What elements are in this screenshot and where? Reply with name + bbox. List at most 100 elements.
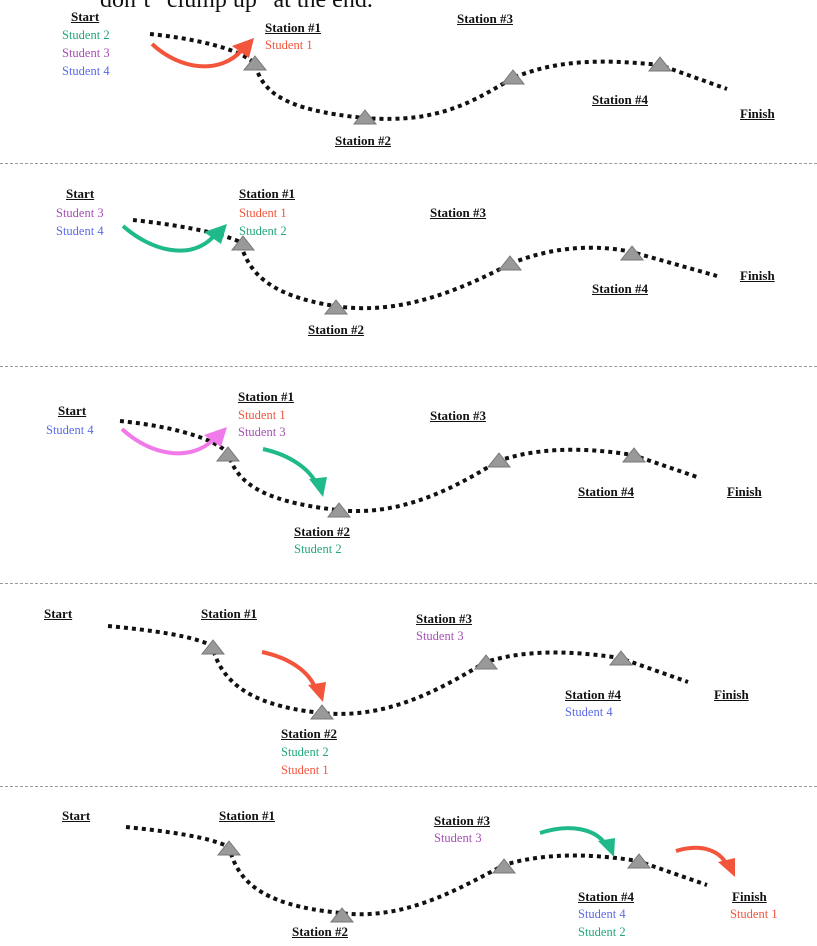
finish-label: Finish (727, 484, 762, 499)
station-marker-2 (326, 502, 352, 518)
station3-student: Student 3 (416, 629, 464, 643)
station-marker-4 (626, 853, 652, 869)
station-marker-2 (329, 907, 355, 923)
finish-label: Finish (732, 889, 767, 904)
start-student: Student 4 (56, 224, 104, 238)
station2-label: Station #2 (281, 726, 337, 741)
station3-label: Station #3 (457, 11, 513, 26)
move-arrow-red (261, 650, 318, 691)
station-marker-1 (200, 639, 226, 655)
station1-label: Station #1 (239, 186, 295, 201)
start-label: Start (62, 808, 91, 823)
trail-graphic (107, 624, 689, 720)
station3-label: Station #3 (430, 408, 486, 423)
trail-graphic (121, 218, 718, 315)
move-arrow-green-head (598, 838, 615, 857)
panel-divider (0, 163, 817, 164)
station4-label: Station #4 (592, 92, 648, 107)
station1-student: Student 1 (265, 38, 313, 52)
station4-label: Station #4 (578, 889, 634, 904)
station-marker-4 (647, 56, 673, 72)
station3-student: Student 3 (434, 831, 482, 845)
finish-student: Student 1 (730, 907, 778, 921)
station-marker-2 (323, 299, 349, 315)
station4-label: Station #4 (565, 687, 621, 702)
station1-label: Station #1 (238, 389, 294, 404)
station4-label: Station #4 (592, 281, 648, 296)
station1-label: Station #1 (201, 606, 257, 621)
station1-label: Station #1 (219, 808, 275, 823)
move-arrow-green (539, 826, 608, 847)
station2-label: Station #2 (308, 322, 364, 337)
station-marker-4 (619, 245, 645, 261)
move-arrow-green (121, 224, 216, 253)
panel-divider (0, 366, 817, 367)
start-student: Student 4 (62, 64, 110, 78)
station-marker-3 (497, 255, 523, 271)
move-arrow-red-head (308, 682, 326, 702)
start-label: Start (44, 606, 73, 621)
move-arrow-pink-head (204, 427, 227, 447)
station3-label: Station #3 (430, 205, 486, 220)
station-marker-1 (215, 446, 241, 462)
station-marker-1 (242, 55, 268, 71)
diagram-panel-2: Start Student 3 Student 4 Station #1 Stu… (0, 170, 817, 360)
station1-label: Station #1 (265, 20, 321, 35)
station-marker-3 (473, 654, 499, 670)
station4-student: Student 4 (578, 907, 626, 921)
trail-graphic (125, 825, 735, 923)
station4-student: Student 2 (578, 925, 626, 939)
start-student: Student 3 (62, 46, 110, 60)
finish-label: Finish (740, 106, 775, 121)
start-student: Student 3 (56, 206, 104, 220)
station-marker-3 (486, 452, 512, 468)
start-label: Start (58, 403, 87, 418)
diagram-panel-5: Start Station #1 Station #2 Station #3 S… (0, 793, 817, 946)
trail-path (132, 218, 718, 311)
move-arrow-green (262, 447, 319, 486)
move-arrow-red (150, 42, 244, 69)
trail-path (107, 624, 689, 716)
station4-label: Station #4 (578, 484, 634, 499)
trail-graphic (149, 32, 728, 125)
move-arrow-red-head (232, 38, 254, 58)
trail-path (125, 825, 708, 917)
panel-divider (0, 583, 817, 584)
station3-label: Station #3 (434, 813, 490, 828)
finish-label: Finish (714, 687, 749, 702)
station2-student: Student 2 (281, 745, 329, 759)
finish-label: Finish (740, 268, 775, 283)
station2-student: Student 1 (281, 763, 329, 777)
start-label: Start (71, 9, 100, 24)
station1-student: Student 1 (238, 408, 286, 422)
start-label: Start (66, 186, 95, 201)
header-text-fragment: don’t “clump up” at the end. (100, 0, 373, 13)
station2-student: Student 2 (294, 542, 342, 556)
station2-label: Station #2 (294, 524, 350, 539)
station1-student: Student 1 (239, 206, 287, 220)
move-arrow-green-head (309, 477, 327, 497)
station-marker-3 (500, 69, 526, 85)
station1-student: Student 2 (239, 224, 287, 238)
station-marker-2 (352, 109, 378, 125)
station4-student: Student 4 (565, 705, 613, 719)
station2-label: Station #2 (292, 924, 348, 939)
move-arrow-pink (120, 427, 216, 456)
station2-label: Station #2 (335, 133, 391, 148)
station-marker-3 (491, 858, 517, 874)
start-student: Student 4 (46, 423, 94, 437)
station-marker-4 (608, 650, 634, 666)
diagram-panel-4: Start Station #1 Station #2 Student 2 St… (0, 590, 817, 780)
station3-label: Station #3 (416, 611, 472, 626)
move-arrow-green-head (204, 224, 227, 244)
diagram-panel-1: Start Student 2 Student 3 Student 4 Stat… (0, 0, 817, 160)
trail-graphic (119, 419, 701, 518)
diagram-panel-3: Start Student 4 Station #1 Student 1 Stu… (0, 373, 817, 578)
panel-divider (0, 786, 817, 787)
station-marker-2 (309, 704, 335, 720)
move-arrow-red-head (718, 858, 735, 877)
start-student: Student 2 (62, 28, 110, 42)
station-marker-1 (230, 235, 256, 251)
station-marker-4 (621, 447, 647, 463)
station1-student: Student 3 (238, 425, 286, 439)
